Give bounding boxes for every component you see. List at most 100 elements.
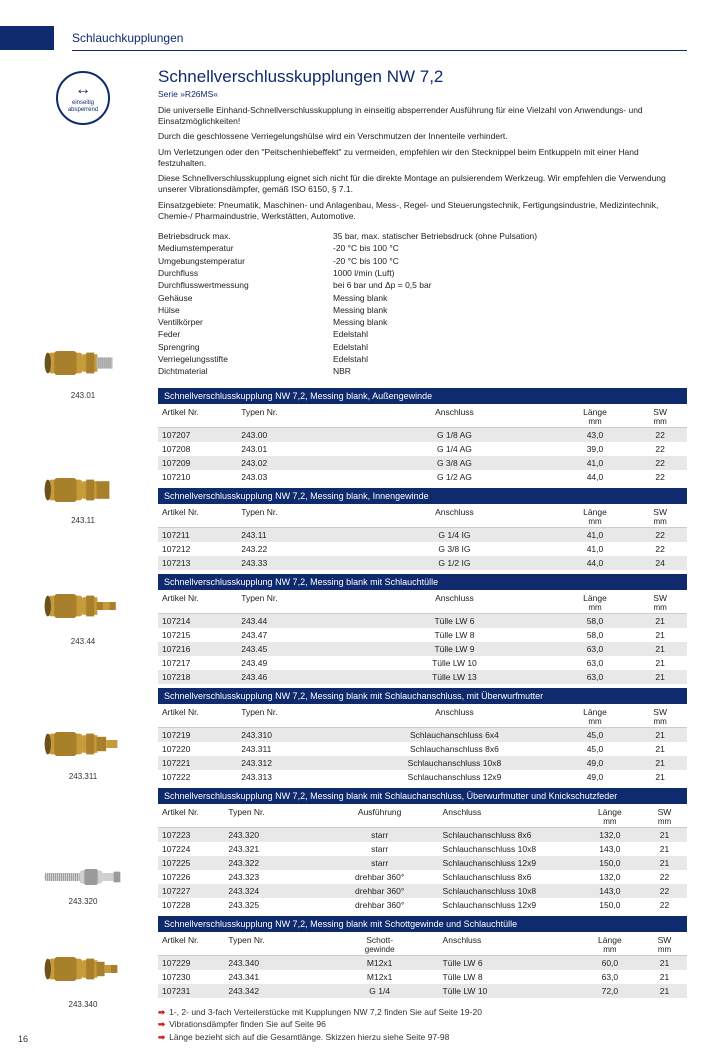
table-cell: Schlauchanschluss 8x6	[352, 742, 556, 756]
table-row: 107229243.340M12x1Tülle LW 660,021	[158, 955, 687, 970]
table-cell: 21	[642, 856, 687, 870]
table-row: 107219243.310Schlauchanschluss 6x445,021	[158, 727, 687, 742]
spec-values: 35 bar, max. statischer Betriebsdruck (o…	[333, 230, 537, 378]
product-thumbnail: 243.01	[43, 337, 123, 400]
table-cell: 24	[633, 556, 687, 570]
spec-value: -20 °C bis 100 °C	[333, 255, 537, 267]
table-cell: 107217	[158, 656, 237, 670]
locking-badge: ↔ einseitig absperrend	[56, 71, 110, 125]
table-row: 107225243.322starrSchlauchanschluss 12x9…	[158, 856, 687, 870]
content-column: Schnellverschlusskupplungen NW 7,2 Serie…	[148, 67, 687, 1044]
table-cell: G 1/2 IG	[352, 556, 556, 570]
table-cell: 21	[642, 827, 687, 842]
spec-label: Gehäuse	[158, 292, 333, 304]
table-section-header: Schnellverschlusskupplung NW 7,2, Messin…	[158, 488, 687, 504]
description-paragraph: Um Verletzungen oder den "Peitschenhiebe…	[158, 147, 687, 169]
table-row: 107226243.323drehbar 360°Schlauchanschlu…	[158, 870, 687, 884]
spec-value: 1000 l/min (Luft)	[333, 267, 537, 279]
table-cell: G 1/4 IG	[352, 527, 556, 542]
table-cell: 243.324	[224, 884, 320, 898]
table-cell: Tülle LW 13	[352, 670, 556, 684]
description-block: Die universelle Einhand-Schnellverschlus…	[158, 105, 687, 222]
arrow-icon: ↔	[75, 82, 91, 98]
table-cell: 243.321	[224, 842, 320, 856]
table-cell: G 1/8 AG	[352, 427, 556, 442]
table-cell: 243.325	[224, 898, 320, 912]
table-cell: 22	[642, 898, 687, 912]
table-cell: 132,0	[578, 870, 642, 884]
spec-label: Dichtmaterial	[158, 365, 333, 377]
product-thumbnail: 243.320	[43, 859, 123, 906]
spec-value: Messing blank	[333, 316, 537, 328]
table-row: 107209243.02G 3/8 AG41,022	[158, 456, 687, 470]
table-cell: 143,0	[578, 884, 642, 898]
table-cell: Tülle LW 9	[352, 642, 556, 656]
table-cell: Tülle LW 10	[352, 656, 556, 670]
data-table: Artikel Nr.Typen Nr.AnschlussLängemmSWmm…	[158, 590, 687, 684]
table-cell: starr	[321, 842, 439, 856]
spec-label: Umgebungstemperatur	[158, 255, 333, 267]
table-cell: 21	[633, 727, 687, 742]
table-cell: Tülle LW 8	[439, 970, 578, 984]
badge-line1: einseitig	[72, 100, 94, 106]
table-cell: drehbar 360°	[321, 884, 439, 898]
product-thumbnail: 243.340	[43, 940, 123, 1009]
table-cell: 43,0	[557, 427, 634, 442]
table-cell: 107209	[158, 456, 237, 470]
table-cell: M12x1	[321, 970, 439, 984]
footer-note: ➡Länge bezieht sich auf die Gesamtlänge.…	[158, 1031, 687, 1044]
table-cell: 22	[633, 427, 687, 442]
spec-value: Messing blank	[333, 292, 537, 304]
table-cell: 243.320	[224, 827, 320, 842]
product-caption: 243.320	[69, 897, 98, 906]
table-cell: G 3/8 AG	[352, 456, 556, 470]
spec-label: Durchfluss	[158, 267, 333, 279]
table-cell: 243.02	[237, 456, 352, 470]
table-cell: 22	[633, 456, 687, 470]
spec-label: Feder	[158, 328, 333, 340]
table-cell: 243.340	[224, 955, 320, 970]
table-cell: 107221	[158, 756, 237, 770]
table-row: 107214243.44Tülle LW 658,021	[158, 613, 687, 628]
table-row: 107215243.47Tülle LW 858,021	[158, 628, 687, 642]
header-accent	[0, 26, 54, 50]
product-caption: 243.44	[71, 637, 95, 646]
data-table: Artikel Nr.Typen Nr.AnschlussLängemmSWmm…	[158, 504, 687, 570]
table-cell: 107223	[158, 827, 224, 842]
table-cell: Tülle LW 8	[352, 628, 556, 642]
table-row: 107216243.45Tülle LW 963,021	[158, 642, 687, 656]
table-cell: Schlauchanschluss 12x9	[439, 856, 578, 870]
table-cell: 107231	[158, 984, 224, 998]
table-cell: 45,0	[557, 742, 634, 756]
table-cell: drehbar 360°	[321, 870, 439, 884]
spec-value: 35 bar, max. statischer Betriebsdruck (o…	[333, 230, 537, 242]
table-cell: G 1/4	[321, 984, 439, 998]
table-cell: 243.341	[224, 970, 320, 984]
description-paragraph: Diese Schnellverschlusskupplung eignet s…	[158, 173, 687, 195]
table-cell: 243.44	[237, 613, 352, 628]
tables-container: Schnellverschlusskupplung NW 7,2, Messin…	[158, 388, 687, 998]
description-paragraph: Durch die geschlossene Verriegelungshüls…	[158, 131, 687, 142]
table-cell: 22	[633, 442, 687, 456]
table-row: 107228243.325drehbar 360°Schlauchanschlu…	[158, 898, 687, 912]
arrow-icon: ➡	[158, 1007, 165, 1017]
table-cell: 21	[633, 670, 687, 684]
table-cell: 21	[642, 842, 687, 856]
table-cell: Schlauchanschluss 10x8	[439, 842, 578, 856]
table-cell: 107224	[158, 842, 224, 856]
product-image	[43, 718, 123, 770]
spec-label: Sprengring	[158, 341, 333, 353]
table-cell: 107226	[158, 870, 224, 884]
table-cell: Tülle LW 6	[439, 955, 578, 970]
table-cell: 72,0	[578, 984, 642, 998]
table-cell: 243.311	[237, 742, 352, 756]
table-cell: 44,0	[557, 556, 634, 570]
table-cell: Schlauchanschluss 8x6	[439, 870, 578, 884]
table-cell: 243.01	[237, 442, 352, 456]
table-cell: Schlauchanschluss 6x4	[352, 727, 556, 742]
table-cell: 45,0	[557, 727, 634, 742]
table-section-header: Schnellverschlusskupplung NW 7,2, Messin…	[158, 388, 687, 404]
table-cell: 243.313	[237, 770, 352, 784]
badge-text: einseitig absperrend	[68, 100, 98, 113]
footer-note: ➡Vibrationsdämpfer finden Sie auf Seite …	[158, 1018, 687, 1031]
